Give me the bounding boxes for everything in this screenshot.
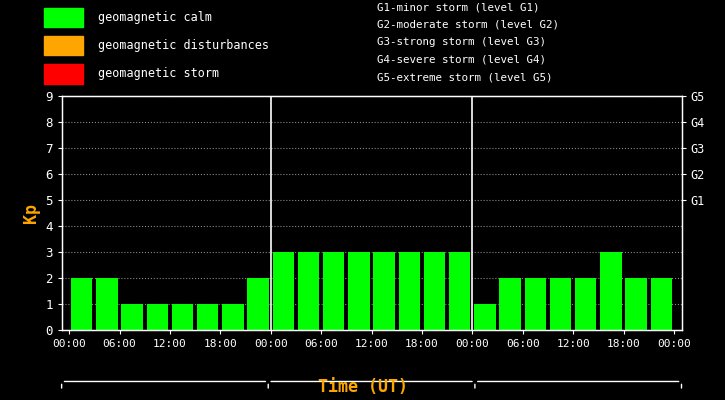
Bar <box>600 252 621 330</box>
Bar <box>96 278 117 330</box>
Y-axis label: Kp: Kp <box>22 203 40 223</box>
Text: geomagnetic disturbances: geomagnetic disturbances <box>98 39 269 52</box>
Bar <box>399 252 420 330</box>
Bar <box>298 252 319 330</box>
Bar <box>626 278 647 330</box>
Bar <box>44 8 83 27</box>
Text: Time (UT): Time (UT) <box>318 378 407 396</box>
Bar <box>172 304 194 330</box>
Text: geomagnetic calm: geomagnetic calm <box>98 11 212 24</box>
Bar <box>650 278 672 330</box>
Bar <box>449 252 471 330</box>
Bar <box>348 252 370 330</box>
Text: G3-strong storm (level G3): G3-strong storm (level G3) <box>377 37 546 47</box>
Bar <box>247 278 269 330</box>
Bar <box>223 304 244 330</box>
Text: G5-extreme storm (level G5): G5-extreme storm (level G5) <box>377 72 552 82</box>
Bar <box>323 252 344 330</box>
Bar <box>71 278 93 330</box>
Text: G1-minor storm (level G1): G1-minor storm (level G1) <box>377 2 539 12</box>
Bar <box>424 252 445 330</box>
Bar <box>525 278 546 330</box>
Bar <box>550 278 571 330</box>
Bar <box>373 252 395 330</box>
Text: geomagnetic storm: geomagnetic storm <box>98 68 219 80</box>
Bar <box>500 278 521 330</box>
Bar <box>474 304 496 330</box>
Bar <box>44 64 83 84</box>
Bar <box>122 304 143 330</box>
Bar <box>273 252 294 330</box>
Bar <box>575 278 597 330</box>
Text: G2-moderate storm (level G2): G2-moderate storm (level G2) <box>377 20 559 30</box>
Text: G4-severe storm (level G4): G4-severe storm (level G4) <box>377 55 546 65</box>
Bar <box>146 304 168 330</box>
Bar <box>197 304 218 330</box>
Bar <box>44 36 83 56</box>
